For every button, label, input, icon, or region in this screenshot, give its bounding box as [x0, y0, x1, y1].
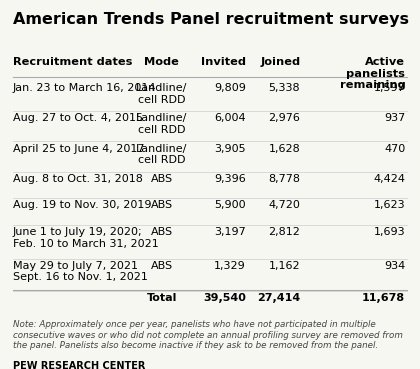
Text: Landline/
cell RDD: Landline/ cell RDD: [136, 144, 187, 165]
Text: 5,338: 5,338: [269, 83, 300, 93]
Text: 1,329: 1,329: [214, 261, 246, 271]
Text: 9,809: 9,809: [214, 83, 246, 93]
Text: 4,424: 4,424: [373, 174, 405, 184]
Text: 1,162: 1,162: [269, 261, 300, 271]
Text: 1,597: 1,597: [373, 83, 405, 93]
Text: 1,693: 1,693: [374, 227, 405, 237]
Text: 11,678: 11,678: [362, 293, 405, 303]
Text: 3,197: 3,197: [214, 227, 246, 237]
Text: 8,778: 8,778: [268, 174, 300, 184]
Text: Active
panelists
remaining: Active panelists remaining: [339, 57, 405, 90]
Text: 27,414: 27,414: [257, 293, 300, 303]
Text: Aug. 19 to Nov. 30, 2019: Aug. 19 to Nov. 30, 2019: [13, 200, 151, 210]
Text: 470: 470: [384, 144, 405, 154]
Text: 9,396: 9,396: [214, 174, 246, 184]
Text: ABS: ABS: [151, 200, 173, 210]
Text: 6,004: 6,004: [214, 113, 246, 123]
Text: Aug. 27 to Oct. 4, 2015: Aug. 27 to Oct. 4, 2015: [13, 113, 143, 123]
Text: American Trends Panel recruitment surveys: American Trends Panel recruitment survey…: [13, 12, 409, 27]
Text: Invited: Invited: [201, 57, 246, 67]
Text: Joined: Joined: [260, 57, 300, 67]
Text: 5,900: 5,900: [214, 200, 246, 210]
Text: 2,976: 2,976: [268, 113, 300, 123]
Text: 934: 934: [384, 261, 405, 271]
Text: Mode: Mode: [144, 57, 179, 67]
Text: ABS: ABS: [151, 174, 173, 184]
Text: ABS: ABS: [151, 261, 173, 271]
Text: PEW RESEARCH CENTER: PEW RESEARCH CENTER: [13, 361, 145, 369]
Text: Jan. 23 to March 16, 2014: Jan. 23 to March 16, 2014: [13, 83, 156, 93]
Text: Recruitment dates: Recruitment dates: [13, 57, 132, 67]
Text: May 29 to July 7, 2021
Sept. 16 to Nov. 1, 2021: May 29 to July 7, 2021 Sept. 16 to Nov. …: [13, 261, 147, 283]
Text: 1,623: 1,623: [374, 200, 405, 210]
Text: 3,905: 3,905: [214, 144, 246, 154]
Text: Aug. 8 to Oct. 31, 2018: Aug. 8 to Oct. 31, 2018: [13, 174, 142, 184]
Text: Note: Approximately once per year, panelists who have not participated in multip: Note: Approximately once per year, panel…: [13, 320, 402, 350]
Text: Total: Total: [147, 293, 177, 303]
Text: 4,720: 4,720: [268, 200, 300, 210]
Text: 937: 937: [384, 113, 405, 123]
Text: Landline/
cell RDD: Landline/ cell RDD: [136, 83, 187, 105]
Text: April 25 to June 4, 2017: April 25 to June 4, 2017: [13, 144, 144, 154]
Text: Landline/
cell RDD: Landline/ cell RDD: [136, 113, 187, 135]
Text: 2,812: 2,812: [268, 227, 300, 237]
Text: June 1 to July 19, 2020;
Feb. 10 to March 31, 2021: June 1 to July 19, 2020; Feb. 10 to Marc…: [13, 227, 158, 249]
Text: ABS: ABS: [151, 227, 173, 237]
Text: 1,628: 1,628: [268, 144, 300, 154]
Text: 39,540: 39,540: [203, 293, 246, 303]
